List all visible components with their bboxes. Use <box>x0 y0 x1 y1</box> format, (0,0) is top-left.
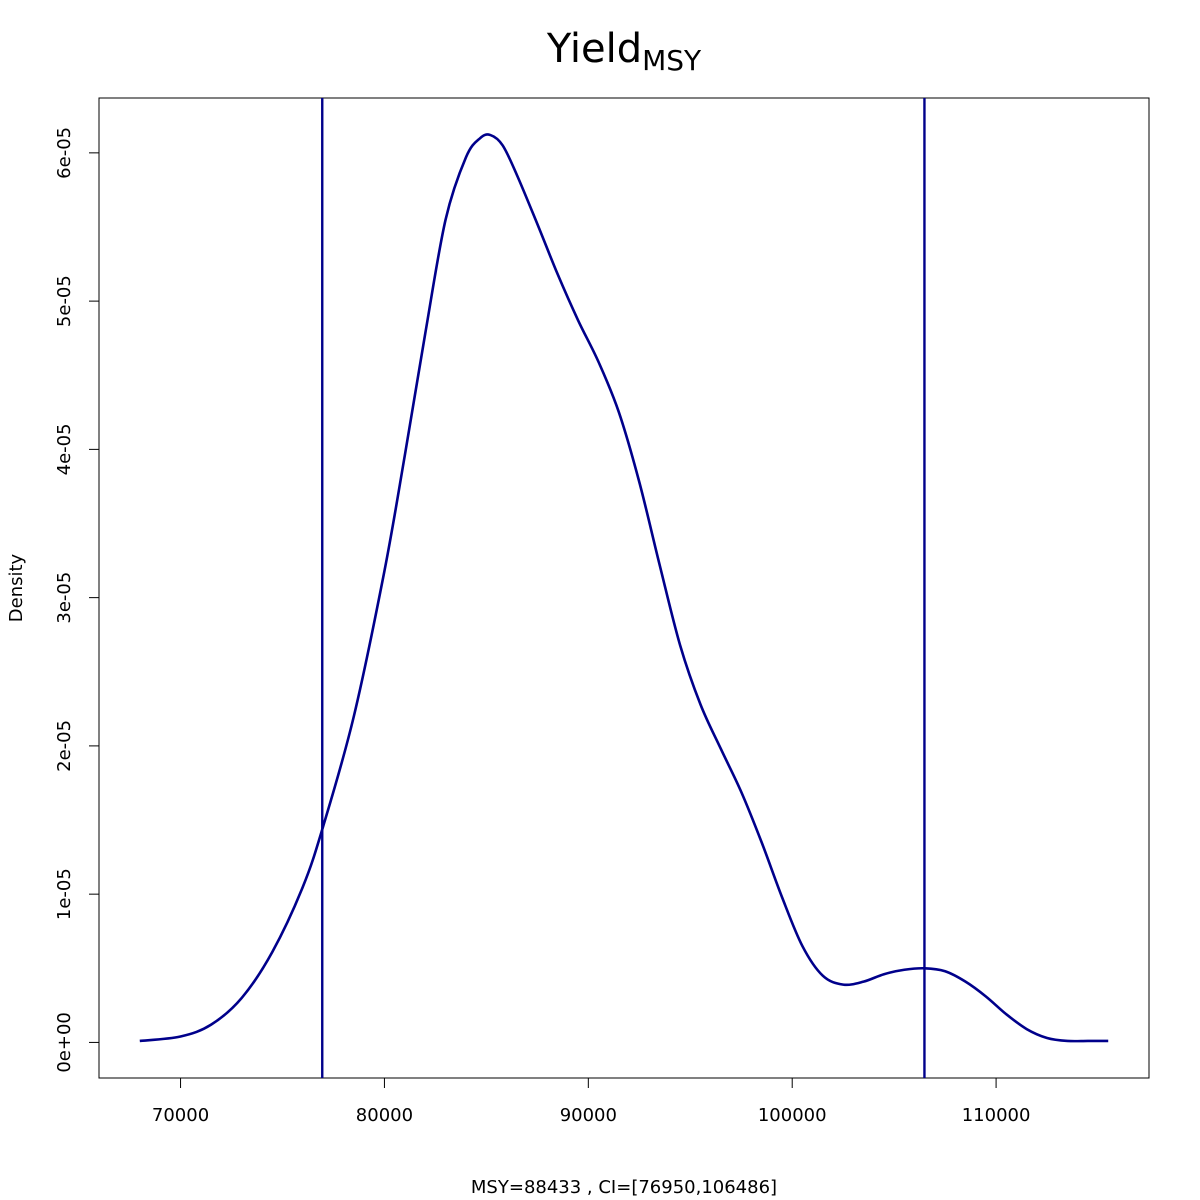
y-tick-label: 0e+00 <box>54 1012 75 1073</box>
x-tick-label: 80000 <box>356 1105 413 1126</box>
y-tick-label: 6e-05 <box>54 127 75 179</box>
chart-title-main: Yield <box>546 26 642 72</box>
density-curve <box>139 133 1109 1043</box>
y-axis: 0e+00 1e-05 2e-05 3e-05 4e-05 5e-05 6e-05 <box>54 127 100 1073</box>
y-tick-label: 2e-05 <box>54 720 75 772</box>
x-axis: 70000 80000 90000 100000 110000 <box>152 1077 1031 1126</box>
y-tick-label: 4e-05 <box>54 423 75 475</box>
x-tick-label: 100000 <box>758 1105 827 1126</box>
y-tick-label: 5e-05 <box>54 275 75 327</box>
y-tick-label: 3e-05 <box>54 572 75 624</box>
chart-title-subscript: MSY <box>642 44 702 77</box>
x-tick-label: 110000 <box>962 1105 1031 1126</box>
y-tick-label: 1e-05 <box>54 868 75 920</box>
chart-title: YieldMSY <box>546 26 702 77</box>
ci-lines <box>321 98 926 1078</box>
y-axis-label: Density <box>6 553 27 622</box>
x-axis-label: MSY=88433 , CI=[76950,106486] <box>471 1177 777 1198</box>
x-tick-label: 90000 <box>560 1105 617 1126</box>
x-tick-label: 70000 <box>152 1105 209 1126</box>
